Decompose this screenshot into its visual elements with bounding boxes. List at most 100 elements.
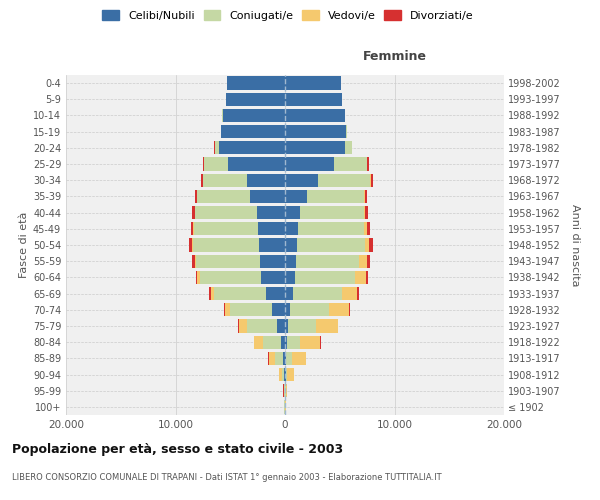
- Bar: [334, 158, 367, 170]
- Bar: [259, 238, 285, 252]
- Bar: [230, 303, 272, 316]
- Bar: [364, 190, 365, 203]
- Bar: [295, 270, 355, 284]
- Bar: [285, 270, 295, 284]
- Bar: [254, 336, 263, 349]
- Bar: [197, 190, 250, 203]
- Bar: [285, 222, 298, 235]
- Bar: [292, 352, 306, 365]
- Bar: [364, 222, 367, 235]
- Bar: [285, 190, 307, 203]
- Bar: [285, 352, 286, 365]
- Bar: [196, 254, 260, 268]
- Bar: [224, 303, 225, 316]
- Bar: [239, 320, 247, 332]
- Bar: [196, 190, 197, 203]
- Bar: [214, 287, 266, 300]
- Bar: [285, 92, 342, 106]
- Bar: [194, 254, 196, 268]
- Bar: [342, 287, 357, 300]
- Bar: [223, 109, 285, 122]
- Bar: [365, 206, 368, 220]
- Bar: [275, 352, 283, 365]
- Bar: [226, 92, 285, 106]
- Bar: [266, 287, 285, 300]
- Bar: [197, 270, 200, 284]
- Bar: [215, 141, 220, 154]
- Bar: [285, 303, 290, 316]
- Bar: [247, 174, 285, 187]
- Bar: [357, 287, 359, 300]
- Bar: [364, 206, 365, 220]
- Bar: [287, 368, 294, 381]
- Bar: [279, 368, 282, 381]
- Bar: [366, 270, 368, 284]
- Bar: [189, 238, 192, 252]
- Bar: [281, 336, 285, 349]
- Text: LIBERO CONSORZIO COMUNALE DI TRAPANI - Dati ISTAT 1° gennaio 2003 - Elaborazione: LIBERO CONSORZIO COMUNALE DI TRAPANI - D…: [12, 473, 442, 482]
- Bar: [301, 206, 364, 220]
- Bar: [211, 287, 214, 300]
- Bar: [193, 222, 194, 235]
- Bar: [209, 287, 211, 300]
- Bar: [257, 222, 285, 235]
- Bar: [371, 174, 373, 187]
- Text: Femmine: Femmine: [362, 50, 427, 63]
- Bar: [203, 174, 247, 187]
- Bar: [285, 76, 341, 90]
- Bar: [260, 254, 285, 268]
- Bar: [370, 238, 373, 252]
- Bar: [221, 125, 285, 138]
- Bar: [272, 303, 285, 316]
- Text: Popolazione per età, sesso e stato civile - 2003: Popolazione per età, sesso e stato civil…: [12, 442, 343, 456]
- Bar: [285, 174, 318, 187]
- Bar: [200, 270, 261, 284]
- Bar: [285, 141, 345, 154]
- Bar: [228, 158, 285, 170]
- Bar: [282, 368, 284, 381]
- Bar: [367, 222, 370, 235]
- Bar: [359, 254, 367, 268]
- Bar: [297, 238, 365, 252]
- Bar: [346, 125, 347, 138]
- Bar: [285, 336, 287, 349]
- Bar: [285, 109, 345, 122]
- Bar: [277, 320, 285, 332]
- Bar: [288, 320, 316, 332]
- Bar: [285, 206, 301, 220]
- Bar: [284, 368, 285, 381]
- Y-axis label: Fasce di età: Fasce di età: [19, 212, 29, 278]
- Bar: [263, 336, 281, 349]
- Bar: [290, 303, 329, 316]
- Bar: [349, 303, 350, 316]
- Bar: [316, 320, 338, 332]
- Bar: [193, 254, 194, 268]
- Bar: [286, 384, 287, 398]
- Bar: [195, 206, 257, 220]
- Bar: [286, 352, 292, 365]
- Bar: [204, 158, 228, 170]
- Bar: [365, 238, 370, 252]
- Bar: [285, 254, 296, 268]
- Bar: [285, 125, 346, 138]
- Bar: [269, 352, 275, 365]
- Bar: [285, 320, 288, 332]
- Bar: [301, 336, 320, 349]
- Bar: [298, 222, 364, 235]
- Bar: [250, 190, 285, 203]
- Legend: Celibi/Nubili, Coniugati/e, Vedovi/e, Divorziati/e: Celibi/Nubili, Coniugati/e, Vedovi/e, Di…: [100, 8, 476, 24]
- Bar: [329, 303, 349, 316]
- Bar: [191, 222, 193, 235]
- Bar: [202, 174, 203, 187]
- Bar: [365, 190, 367, 203]
- Bar: [285, 238, 297, 252]
- Y-axis label: Anni di nascita: Anni di nascita: [571, 204, 580, 286]
- Bar: [225, 303, 230, 316]
- Bar: [285, 158, 334, 170]
- Bar: [220, 141, 285, 154]
- Bar: [193, 238, 259, 252]
- Bar: [192, 238, 193, 252]
- Bar: [367, 158, 368, 170]
- Bar: [318, 174, 370, 187]
- Bar: [193, 206, 194, 220]
